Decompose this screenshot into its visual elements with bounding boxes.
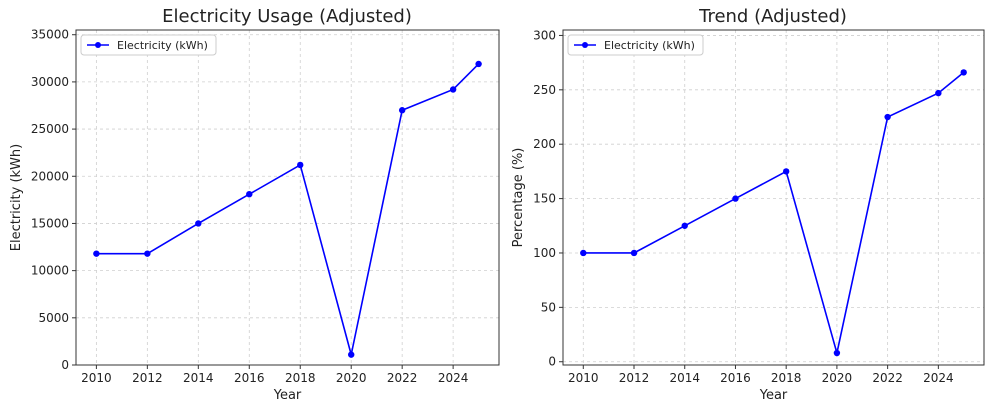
chart-electricity-usage: 2010 2012 2014 2016 2018 2020 2022 2024 0 5000 100… xyxy=(9,6,500,403)
legend-label: Electricity (kWh) xyxy=(604,39,695,52)
y-tick-label: 150 xyxy=(533,192,556,206)
x-tick-label: 2022 xyxy=(387,371,418,385)
data-point xyxy=(630,249,638,257)
x-tick-label: 2012 xyxy=(132,371,163,385)
data-point xyxy=(348,351,355,358)
data-point xyxy=(246,190,253,198)
data-point xyxy=(681,222,688,229)
x-tick-label: 2018 xyxy=(771,371,802,385)
x-tick-label: 2010 xyxy=(81,371,112,385)
x-tick-label: 2024 xyxy=(438,371,469,385)
data-point xyxy=(782,168,790,175)
legend: Electricity (kWh) xyxy=(80,34,217,56)
legend-marker xyxy=(95,42,101,48)
y-tick-label: 10000 xyxy=(31,264,69,278)
y-tick-label: 200 xyxy=(533,137,556,151)
y-tick-label: 50 xyxy=(541,300,556,314)
x-tick-label: 2016 xyxy=(234,371,265,385)
y-tick-label: 35000 xyxy=(31,28,69,42)
y-tick-label: 15000 xyxy=(31,216,69,230)
y-tick-label: 100 xyxy=(533,246,556,260)
x-tick-label: 2012 xyxy=(619,371,650,385)
data-point xyxy=(960,69,967,76)
x-axis-label: Year xyxy=(759,388,788,403)
y-tick-label: 30000 xyxy=(31,75,69,89)
y-tick-label: 0 xyxy=(61,358,69,372)
data-point xyxy=(580,249,587,257)
x-tick-label: 2018 xyxy=(285,371,316,385)
data-point xyxy=(884,113,891,121)
y-axis-label: Percentage (%) xyxy=(511,148,526,248)
y-axis-label: Electricity (kWh) xyxy=(9,144,24,251)
chart-title: Electricity Usage (Adjusted) xyxy=(162,6,412,27)
legend-label: Electricity (kWh) xyxy=(117,39,208,52)
series-line xyxy=(96,63,480,355)
chart-title: Trend (Adjusted) xyxy=(698,6,847,27)
data-point xyxy=(732,195,739,202)
x-tick-label: 2010 xyxy=(568,371,599,385)
x-axis-label: Year xyxy=(273,388,302,403)
data-point xyxy=(144,250,151,257)
y-tick-label: 25000 xyxy=(31,122,69,136)
y-tick-label: 20000 xyxy=(31,169,69,183)
x-tick-label: 2014 xyxy=(183,371,214,385)
data-point xyxy=(195,220,202,227)
plot-frame xyxy=(562,29,985,366)
data-point xyxy=(449,86,457,93)
legend-marker xyxy=(582,42,588,48)
y-tick-label: 5000 xyxy=(38,311,69,325)
legend-box xyxy=(567,34,704,56)
data-point xyxy=(475,60,482,68)
x-tick-label: 2016 xyxy=(720,371,751,385)
y-tick-label: 0 xyxy=(548,355,556,369)
data-point xyxy=(297,161,304,169)
data-point xyxy=(398,107,406,114)
x-tick-label: 2020 xyxy=(822,371,853,385)
legend: Electricity (kWh) xyxy=(567,34,704,56)
x-tick-label: 2020 xyxy=(336,371,367,385)
series-line xyxy=(583,71,965,354)
chart-trend: 2010 2012 2014 2016 2018 2020 2022 2024 0 50 100 15… xyxy=(511,6,985,403)
data-point xyxy=(93,250,100,257)
y-tick-label: 250 xyxy=(533,83,556,97)
data-point xyxy=(935,89,942,97)
data-point xyxy=(833,349,841,357)
legend-box xyxy=(80,34,217,56)
y-tick-label: 300 xyxy=(533,28,556,42)
x-tick-label: 2024 xyxy=(923,371,954,385)
x-tick-label: 2014 xyxy=(669,371,700,385)
plot-frame xyxy=(75,29,500,366)
x-tick-label: 2022 xyxy=(872,371,903,385)
